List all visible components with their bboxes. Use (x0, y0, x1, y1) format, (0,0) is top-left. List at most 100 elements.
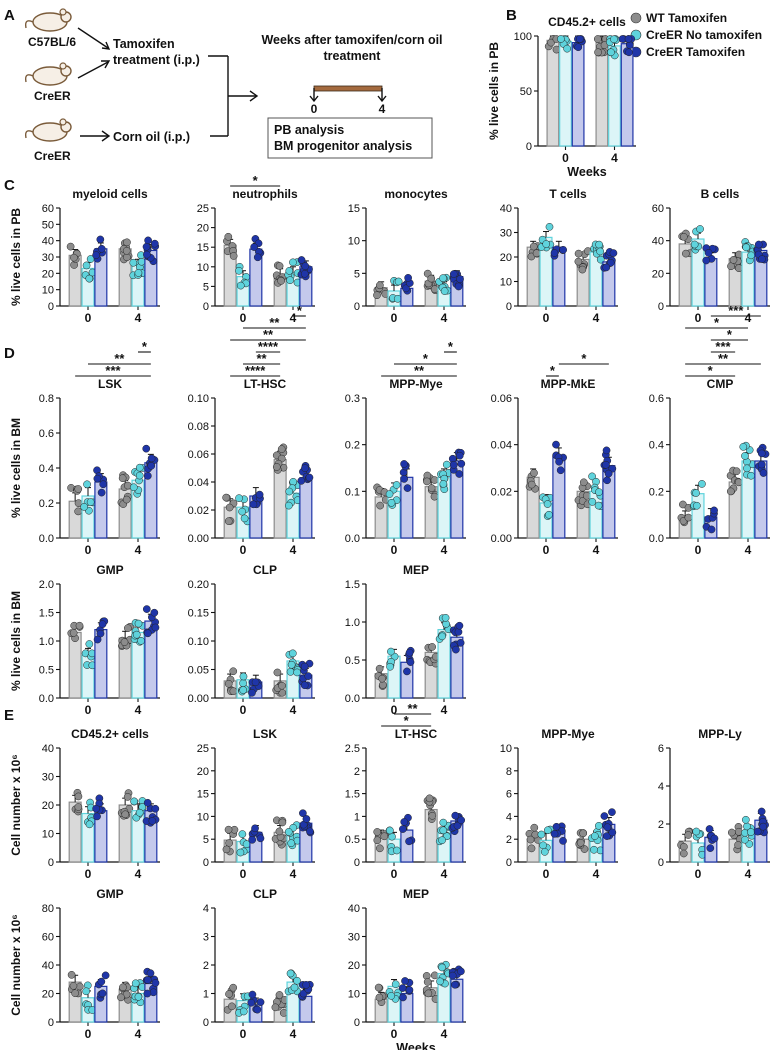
schematic-panel-a: C57BL/6 CreER CreER Tamoxifen treatment (… (24, 8, 443, 163)
data-point (393, 846, 401, 855)
data-point (287, 660, 296, 669)
data-point (602, 446, 611, 455)
data-point (387, 992, 396, 1000)
data-point (399, 825, 407, 833)
data-point (550, 829, 559, 838)
data-point (378, 674, 386, 683)
data-point (455, 451, 464, 460)
data-point (135, 471, 144, 480)
treatment-line-1: Tamoxifen (113, 37, 175, 51)
bar (595, 41, 609, 147)
data-point (452, 645, 460, 654)
data-point (607, 48, 615, 57)
y-tick-label: 30 (42, 772, 54, 784)
data-point (456, 638, 465, 647)
x-tick-label: 0 (85, 867, 92, 881)
significance-label: * (404, 713, 410, 728)
data-point (277, 276, 285, 285)
y-tick-label: 0.10 (188, 636, 209, 648)
weeks-title: Weeks after tamoxifen/corn oil treatment (261, 33, 442, 63)
data-point (240, 514, 249, 523)
chart-title: CLP (253, 563, 277, 577)
x-tick-label: 4 (745, 311, 752, 325)
data-point (594, 501, 603, 510)
data-point (399, 993, 407, 1002)
data-point (143, 250, 151, 259)
data-point (550, 249, 559, 257)
data-point (279, 1009, 288, 1017)
data-point (608, 828, 617, 837)
y-tick-label: 0.5 (39, 665, 54, 677)
data-point (757, 449, 766, 458)
data-point (86, 498, 95, 506)
data-point (757, 460, 766, 469)
data-point (385, 490, 394, 498)
chart-e6: GMP Cell number x 10⁶ 0 20 40 60 80 0 4 (9, 887, 160, 1041)
treatment-line-2: treatment (i.p.) (113, 53, 200, 67)
significance-label: * (581, 351, 587, 366)
data-point (692, 489, 700, 497)
data-point (222, 845, 231, 854)
x-tick-label: 4 (441, 703, 448, 717)
x-tick-label: 4 (290, 703, 297, 717)
data-point (547, 38, 555, 47)
data-point (394, 277, 403, 286)
x-tick-label: 0 (391, 1027, 398, 1041)
data-point (275, 991, 284, 999)
data-point (150, 239, 159, 248)
y-tick-label: 0.6 (649, 393, 664, 405)
chart-c4: T cells 0 10 20 30 40 0 4 (500, 187, 618, 325)
data-point (101, 971, 110, 980)
panel-label-e: E (4, 707, 14, 724)
data-point (248, 835, 257, 844)
y-tick-label: 0 (48, 301, 54, 313)
y-tick-label: 0.6 (39, 428, 54, 440)
significance-label: * (708, 363, 714, 378)
timeline-tick-4: 4 (379, 102, 386, 116)
data-point (225, 503, 234, 512)
y-tick-label: 40 (42, 743, 54, 755)
data-point (251, 824, 259, 833)
panel-label-d: D (4, 345, 15, 362)
data-point (302, 981, 310, 989)
significance-label: * (423, 351, 429, 366)
data-point (225, 990, 233, 998)
y-tick-label: 40 (652, 236, 664, 248)
data-point (253, 253, 262, 262)
data-point (449, 460, 458, 469)
data-point (404, 274, 412, 282)
data-point (454, 282, 463, 291)
mouse-label-creer: CreER (34, 89, 71, 103)
data-point (594, 821, 603, 830)
x-tick-label: 4 (135, 703, 142, 717)
y-tick-label: 0.04 (188, 477, 209, 489)
data-point (299, 989, 308, 998)
x-tick-label: 4 (611, 151, 618, 165)
y-tick-label: 0 (526, 141, 532, 153)
data-point (255, 490, 264, 499)
chart-title: CMP (707, 377, 734, 391)
data-point (527, 480, 536, 489)
data-point (588, 472, 596, 481)
chart-title: GMP (96, 887, 123, 901)
bar (571, 41, 585, 147)
y-tick-label: 80 (42, 903, 54, 915)
data-point (129, 258, 138, 267)
data-point (739, 443, 748, 451)
y-tick-label: 0.04 (491, 440, 512, 452)
data-point (284, 501, 293, 510)
legend-marker (630, 12, 642, 24)
x-tick-label: 4 (290, 867, 297, 881)
data-point (143, 472, 152, 480)
panel-label-c: C (4, 177, 15, 194)
data-point (759, 822, 768, 831)
y-tick-label: 1.5 (345, 789, 360, 801)
x-tick-label: 4 (745, 543, 752, 557)
data-point (143, 798, 152, 807)
y-axis-label: Cell number x 10⁶ (9, 754, 23, 856)
data-point (449, 270, 458, 278)
y-tick-label: 0 (48, 1017, 54, 1029)
data-point (559, 246, 567, 254)
significance-label: ** (414, 363, 425, 378)
